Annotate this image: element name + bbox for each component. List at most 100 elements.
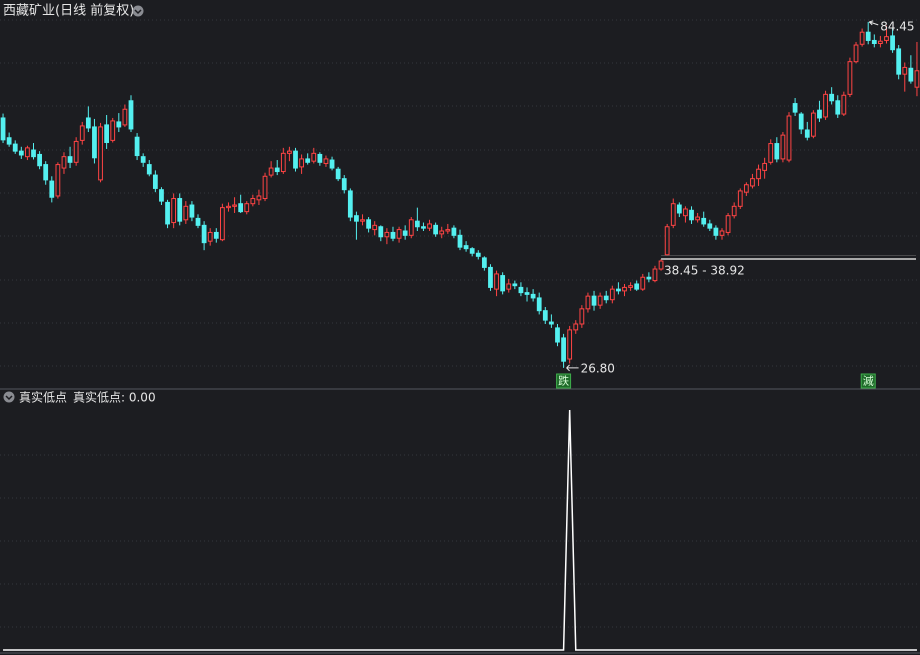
candle-body [293, 150, 298, 169]
candle-body [561, 337, 566, 362]
candle-body [853, 44, 859, 63]
candle-body [408, 219, 414, 236]
low-arrow [566, 364, 579, 372]
candle-body [835, 100, 841, 115]
candle-body [719, 230, 725, 236]
candle-body [591, 295, 597, 306]
candle-body [451, 227, 457, 236]
candle-body [226, 205, 231, 209]
candle-body [683, 208, 688, 217]
candle-body [384, 231, 390, 238]
candle-body [427, 223, 432, 229]
candle-body [457, 234, 463, 248]
candle-body [914, 70, 920, 88]
candle-body [43, 164, 49, 181]
candle-body [597, 295, 603, 306]
candle-body [628, 285, 633, 288]
candle-body [756, 168, 761, 180]
candle-body [305, 158, 311, 163]
candle-body [884, 36, 889, 41]
candle-body [542, 310, 548, 321]
candle-body [311, 152, 317, 162]
candle-body [567, 329, 573, 360]
dropdown-icon[interactable] [3, 391, 15, 403]
candle-body [122, 108, 128, 126]
candle-body [335, 168, 341, 180]
candle-body [494, 273, 499, 290]
candle-body [372, 224, 378, 231]
high-label: 84.45 [880, 19, 914, 33]
candle-body [25, 147, 30, 158]
dropdown-icon[interactable] [132, 5, 144, 17]
candle-body [798, 113, 804, 130]
candle-body [475, 252, 481, 257]
candle-body [506, 283, 512, 290]
candle-body [6, 137, 12, 145]
candle-body [463, 245, 469, 250]
candle-body [402, 230, 408, 236]
candle-body [238, 203, 244, 213]
candle-body [689, 209, 694, 221]
candle-body [786, 115, 792, 161]
candle-body [152, 174, 158, 189]
candle-body [780, 134, 786, 160]
candle-body [701, 217, 707, 225]
candle-body [817, 109, 822, 119]
candle-body [585, 295, 591, 310]
candle-body [488, 266, 493, 288]
candle-body [859, 31, 865, 45]
candle-body [201, 224, 207, 244]
candle-body [762, 162, 768, 171]
candle-body [61, 156, 67, 169]
low-label: 26.80 [581, 361, 615, 375]
indicator-legend: 真实低点: 0.00 [73, 390, 156, 405]
candle-body [871, 39, 877, 44]
candle-body [390, 231, 396, 239]
candle-body [536, 297, 542, 312]
candle-body [750, 178, 755, 187]
candle-body [12, 143, 18, 152]
candle-body [341, 178, 347, 191]
candle-body [731, 205, 737, 217]
candle-body [92, 126, 97, 159]
candle-body [579, 308, 585, 325]
candle-body [792, 103, 798, 113]
candle-body [159, 189, 164, 202]
candle-body [524, 292, 530, 295]
candle-body [323, 158, 329, 164]
candle-body [841, 94, 847, 115]
candle-body [768, 143, 774, 163]
candle-body [110, 120, 116, 141]
candle-body [366, 219, 371, 229]
candle-body [737, 190, 743, 207]
candle-body [171, 198, 177, 224]
candle-body [287, 150, 292, 154]
high-arrow [868, 20, 879, 26]
gap-label: 38.45 - 38.92 [664, 264, 745, 278]
candle-body [658, 260, 664, 270]
candle-body [232, 204, 237, 207]
candle-body [116, 121, 122, 128]
candle-body [177, 198, 183, 222]
candle-body [262, 175, 268, 200]
indicator-line [3, 409, 917, 651]
candle-body [695, 216, 701, 221]
candle-body [280, 152, 286, 173]
candle-body [165, 201, 170, 225]
candle-body [49, 180, 55, 198]
candle-body [640, 276, 646, 290]
signal-label: 跌 [558, 374, 569, 388]
candle-body [0, 117, 6, 141]
candle-body [823, 93, 828, 118]
candle-body [134, 136, 140, 157]
candle-body [847, 61, 853, 95]
indicator-title: 真实低点 [19, 390, 67, 405]
candle-body [676, 204, 682, 214]
candle-body [530, 293, 536, 299]
candle-body [55, 164, 61, 197]
signal-box [860, 373, 876, 389]
candle-body [603, 295, 609, 301]
candle-body [207, 231, 213, 242]
candle-body [256, 195, 262, 201]
